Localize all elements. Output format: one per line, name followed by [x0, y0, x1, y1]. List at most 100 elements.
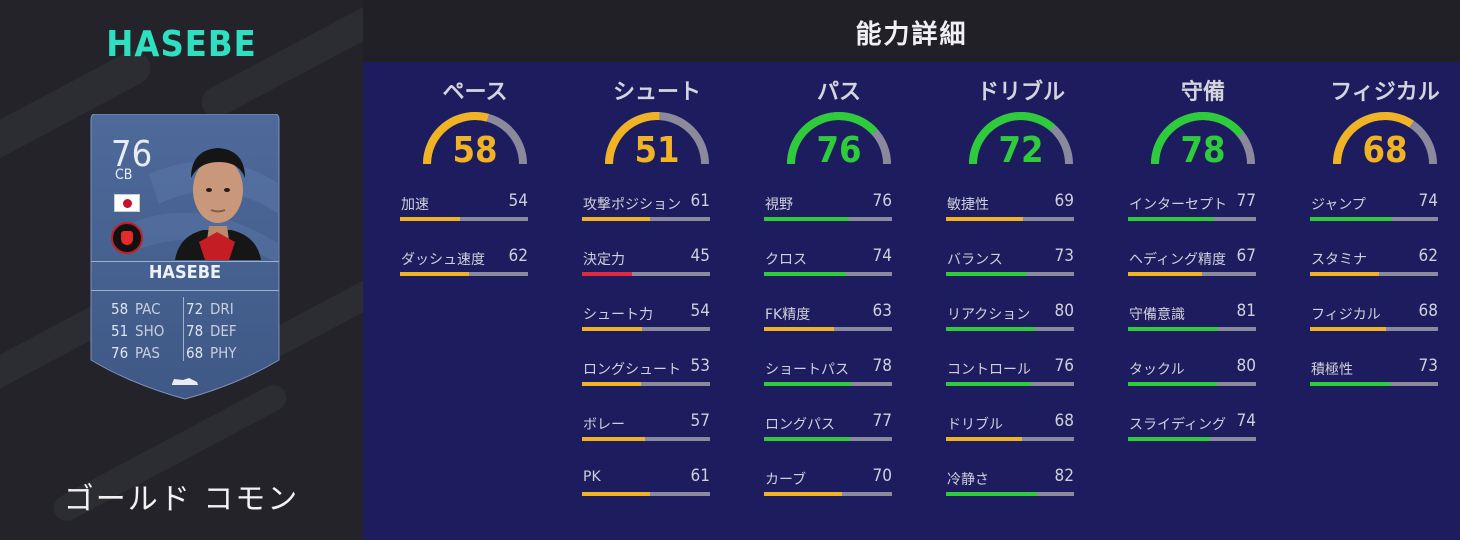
card-stats: 58 PAC 72 DRI 51 SHO 78 DEF 76 PAS 68 PHY: [111, 298, 261, 364]
attribute-label: ボレー: [583, 417, 625, 433]
attribute-value: 77: [1236, 191, 1256, 211]
attribute-bar-fill: [582, 327, 642, 331]
attribute-value: 54: [508, 191, 528, 211]
stat-label: PHY: [210, 344, 237, 362]
attribute-label: ダッシュ速度: [401, 252, 485, 268]
category-title: ドリブル: [976, 80, 1065, 105]
attribute-label: 攻撃ポジション: [583, 197, 681, 213]
attribute-label: インターセプト: [1129, 197, 1227, 213]
attribute-row: ボレー 57: [582, 411, 710, 454]
stat-label: DEF: [210, 322, 237, 340]
stat-label: PAS: [135, 344, 160, 362]
stat-value: 68: [186, 344, 204, 362]
attribute-row: 敏捷性 69: [946, 191, 1074, 234]
attribute-bar-track: [946, 437, 1074, 441]
attribute-bar-fill: [582, 382, 641, 386]
card-stat-row: 76 PAS 68 PHY: [111, 342, 261, 364]
category-gauge: [605, 112, 709, 165]
attribute-label: シュート力: [583, 307, 653, 323]
attribute-value: 69: [1054, 191, 1074, 211]
player-panel: HASEBE 76 CB: [0, 0, 363, 540]
attribute-row: ショートパス 78: [764, 356, 892, 399]
attribute-value: 74: [872, 246, 892, 266]
japan-flag-icon: [114, 194, 140, 212]
attribute-label: 冷静さ: [947, 472, 989, 488]
attribute-label: クロス: [765, 252, 807, 268]
category-gauge: [1333, 112, 1437, 165]
attribute-label: 守備意識: [1129, 307, 1185, 323]
attribute-row: ロングシュート 53: [582, 356, 710, 399]
attribute-bar-fill: [764, 437, 850, 441]
stat-value: 76: [111, 344, 129, 362]
attribute-bar-track: [1128, 217, 1256, 221]
attribute-bar-track: [582, 217, 710, 221]
attribute-row: クロス 74: [764, 246, 892, 289]
category-title: フィジカル: [1330, 80, 1440, 105]
category-rating: 68: [1362, 130, 1408, 171]
stat-label: PAC: [135, 300, 161, 318]
attribute-label: 敏捷性: [947, 197, 989, 213]
category-rating: 72: [998, 130, 1044, 171]
attribute-bar-fill: [946, 217, 1023, 221]
boot-icon: [172, 378, 198, 385]
card-rating: 76: [111, 134, 153, 175]
attribute-label: 加速: [401, 197, 429, 213]
attribute-row: ドリブル 68: [946, 411, 1074, 454]
attribute-bar-track: [946, 492, 1074, 496]
attribute-bar-track: [764, 382, 892, 386]
attribute-bar-track: [764, 437, 892, 441]
stat-value: 51: [111, 322, 129, 340]
attribute-bar-fill: [582, 272, 632, 276]
attribute-bar-fill: [1128, 382, 1217, 386]
attribute-bar-fill: [946, 437, 1022, 441]
category-title: 守備: [1180, 80, 1225, 105]
attribute-label: 決定力: [583, 252, 625, 268]
card-stats-divider: [183, 297, 184, 361]
attribute-bar-track: [400, 272, 528, 276]
attribute-bar-fill: [1310, 272, 1379, 276]
attribute-row: シュート力 54: [582, 301, 710, 344]
attribute-value: 62: [508, 246, 528, 266]
attribute-row: ヘディング精度 67: [1128, 246, 1256, 289]
category-column: パス 76 視野 76 クロス 74 FK精度 63 ショートパス 78 ロングパス 77 カーブ 70: [749, 62, 929, 540]
attribute-label: ドリブル: [947, 417, 1003, 433]
attribute-bar-fill: [764, 492, 842, 496]
attribute-bar-track: [1128, 437, 1256, 441]
attribute-bar-track: [764, 272, 892, 276]
attribute-row: リアクション 80: [946, 301, 1074, 344]
stat-label: DRI: [210, 300, 234, 318]
category-column: フィジカル 68 ジャンプ 74 スタミナ 62 フィジカル 68 積極性 73: [1295, 62, 1460, 540]
attribute-bar-track: [582, 437, 710, 441]
attribute-row: フィジカル 68: [1310, 301, 1438, 344]
attribute-bar-track: [764, 327, 892, 331]
attribute-label: ロングパス: [765, 417, 835, 433]
category-column: ペース 58 加速 54 ダッシュ速度 62: [385, 62, 565, 540]
category-title: ペース: [442, 80, 508, 105]
attribute-bar-track: [582, 327, 710, 331]
attribute-bar-fill: [946, 492, 1037, 496]
category-column: シュート 51 攻撃ポジション 61 決定力 45 シュート力 54 ロングシュート 53 ボレー 5…: [567, 62, 747, 540]
attribute-label: ショートパス: [765, 362, 849, 378]
attribute-row: ダッシュ速度 62: [400, 246, 528, 289]
attribute-bar-fill: [1128, 327, 1218, 331]
category-rating: 51: [634, 130, 680, 171]
attribute-bar-fill: [946, 382, 1031, 386]
attribute-label: ジャンプ: [1311, 197, 1366, 213]
attribute-label: ヘディング精度: [1129, 252, 1227, 268]
attribute-bar-fill: [1310, 217, 1392, 221]
category-title: パス: [816, 80, 861, 105]
attribute-row: タックル 80: [1128, 356, 1256, 399]
attribute-bar-track: [582, 492, 710, 496]
attribute-bar-track: [946, 272, 1074, 276]
attribute-row: バランス 73: [946, 246, 1074, 289]
attribute-label: 積極性: [1311, 362, 1353, 378]
attribute-details: ペース 58 加速 54 ダッシュ速度 62 シュート 51 攻撃ポジション 61 決定力 45 シュー…: [363, 62, 1460, 540]
attribute-value: 68: [1418, 301, 1438, 321]
rarity-label: ゴールド コモン: [63, 482, 300, 517]
attribute-bar-fill: [582, 492, 650, 496]
attribute-value: 73: [1418, 356, 1438, 376]
attribute-bar-fill: [1310, 327, 1386, 331]
attribute-bar-fill: [946, 272, 1027, 276]
player-card[interactable]: 76 CB HASEBE 58 PAC 72 DRI 51 SHO 78 DEF: [89, 114, 281, 400]
attribute-value: 80: [1236, 356, 1256, 376]
